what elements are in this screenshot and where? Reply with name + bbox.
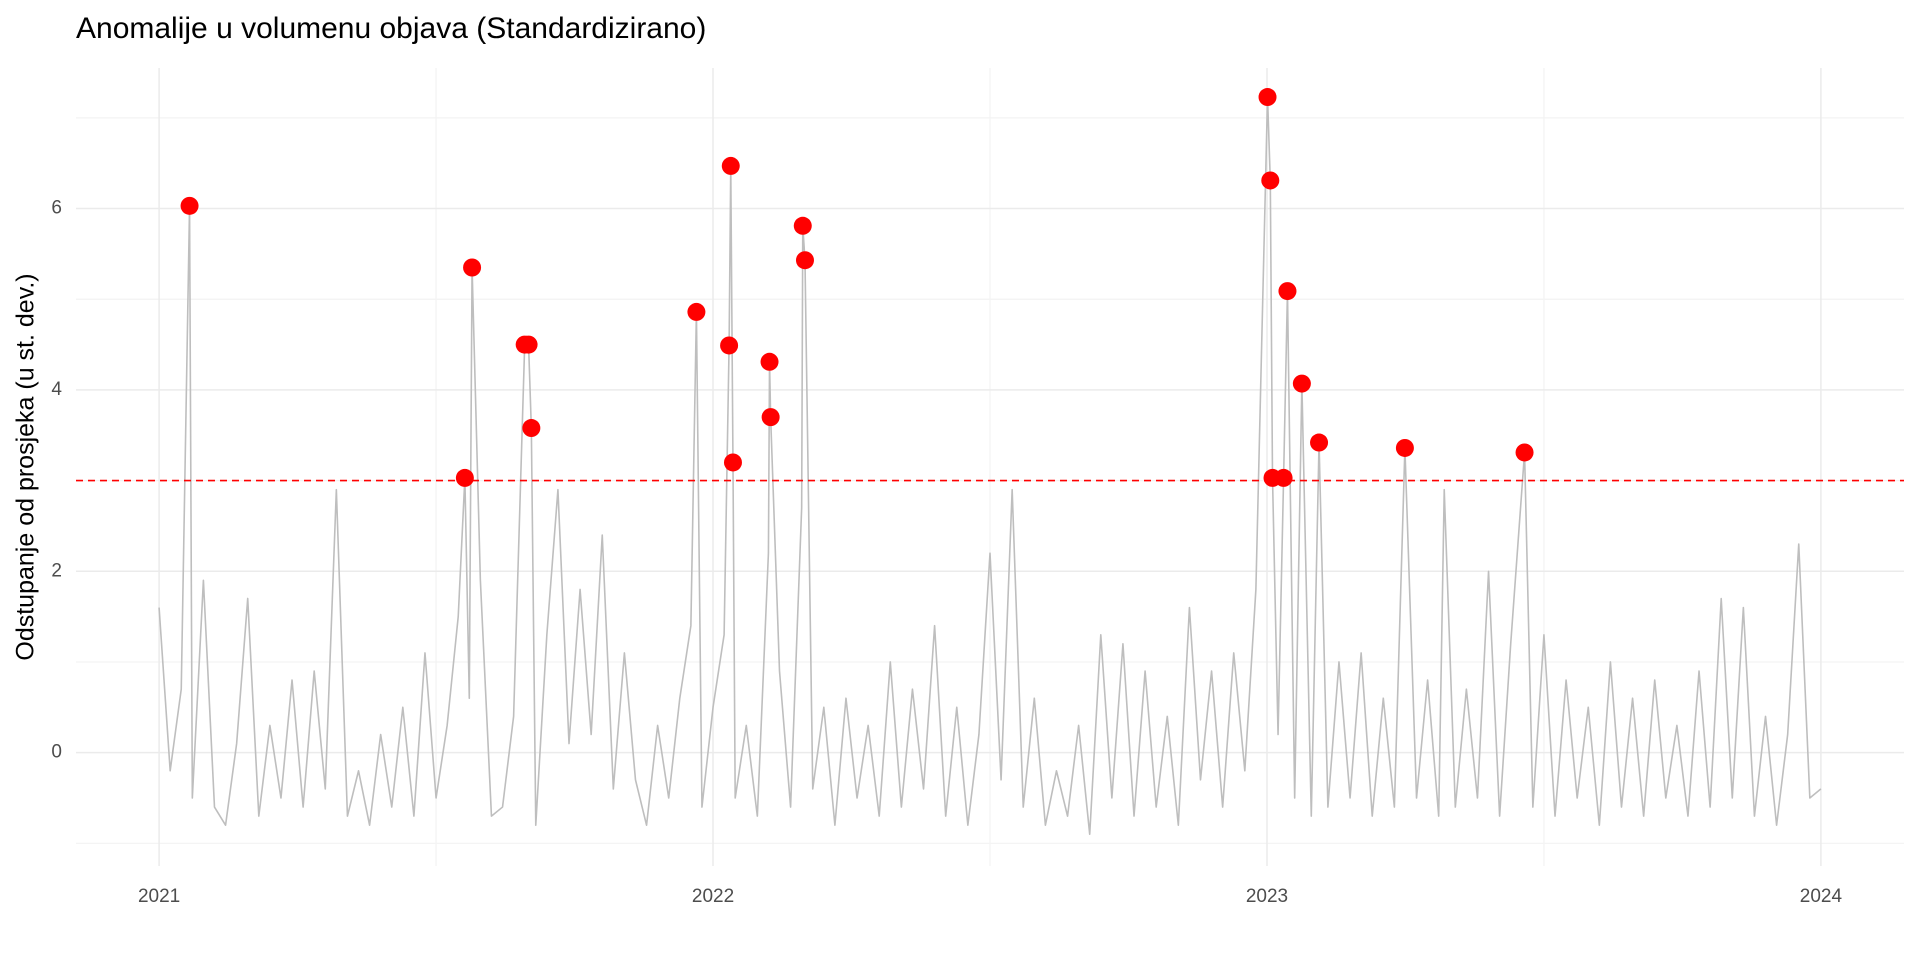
y-tick-label: 4 (51, 379, 62, 400)
anomaly-point (760, 352, 779, 371)
anomaly-point (455, 468, 474, 487)
y-tick-label: 6 (51, 198, 62, 219)
anomaly-point (761, 408, 780, 427)
anomaly-point (522, 419, 541, 438)
x-tick-label: 2021 (138, 886, 180, 907)
anomaly-point (1515, 443, 1534, 462)
line (158, 96, 1822, 836)
anomaly-point (687, 302, 706, 321)
anomaly-point (180, 196, 199, 215)
y-axis-label: Odstupanje od prosjeka (u st. dev.) (12, 273, 40, 660)
anomaly-point (1278, 282, 1297, 301)
x-tick-label: 2023 (1246, 886, 1288, 907)
anomaly-point (1274, 468, 1293, 487)
anomaly-point (1258, 88, 1277, 107)
anomaly-point (793, 216, 812, 235)
anomaly-point (1310, 433, 1329, 452)
anomaly-point (721, 156, 740, 175)
anomaly-point (1292, 374, 1311, 393)
anomaly-point (1261, 171, 1280, 190)
chart-title: Anomalije u volumenu objava (Standardizi… (76, 12, 706, 45)
x-tick-label: 2024 (1800, 886, 1843, 907)
anomaly-point (720, 336, 739, 355)
x-tick-label: 2022 (692, 886, 734, 907)
anomaly-point (1395, 438, 1414, 457)
y-tick-label: 0 (51, 742, 62, 763)
anomaly-point (463, 258, 482, 277)
anomaly-point (519, 335, 538, 354)
anomaly-point (723, 453, 742, 472)
anomaly-point (795, 251, 814, 270)
y-tick-label: 2 (51, 560, 62, 581)
